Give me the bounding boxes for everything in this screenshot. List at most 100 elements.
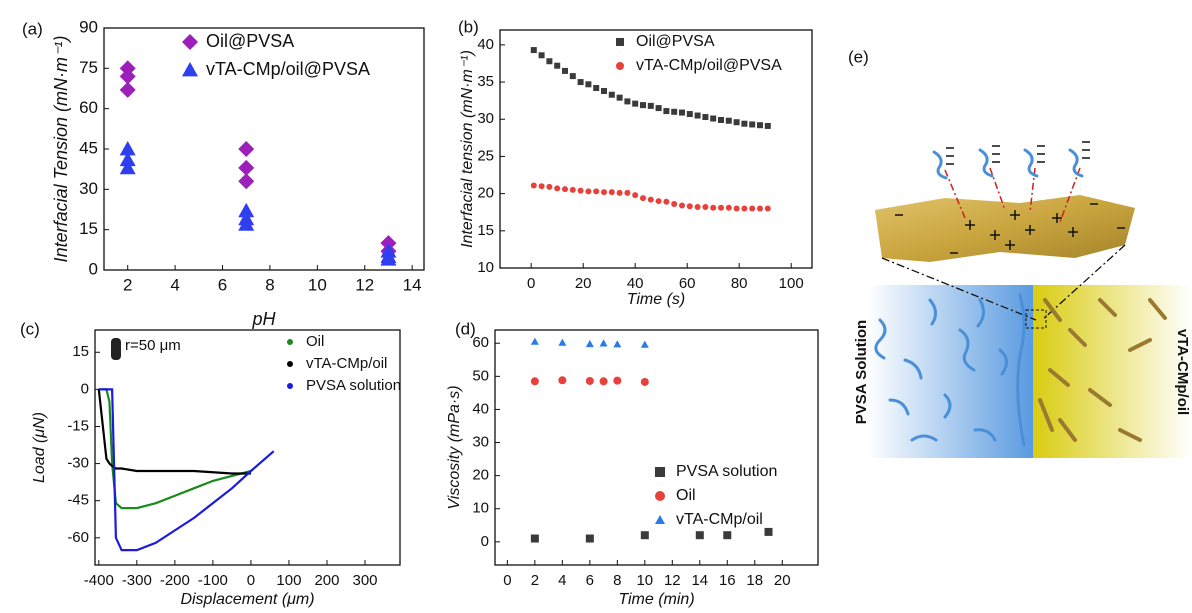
plot-frame — [494, 329, 819, 566]
y-tick-label: 25 — [477, 147, 494, 164]
panel-label: (c) — [20, 319, 40, 338]
x-tick-label: 18 — [746, 572, 763, 589]
x-tick-label: -100 — [198, 572, 228, 589]
legend-label: vTA-CMp/oil@PVSA — [206, 59, 370, 79]
marker — [671, 108, 678, 115]
series-line — [98, 388, 275, 552]
marker — [119, 141, 136, 156]
x-tick-label: 100 — [276, 572, 301, 589]
marker — [749, 205, 756, 212]
marker — [640, 102, 646, 109]
particles — [1038, 298, 1167, 442]
diagram-e: (e) — [848, 47, 1192, 458]
x-tick-label: 0 — [503, 572, 511, 589]
marker — [613, 340, 622, 348]
marker — [718, 116, 724, 123]
marker — [694, 112, 701, 119]
x-tick-label: 20 — [575, 275, 592, 292]
x-tick-label: 6 — [218, 275, 227, 294]
panel-label: (b) — [458, 17, 479, 36]
y-tick-label: 50 — [472, 367, 489, 384]
marker — [577, 187, 584, 194]
marker — [538, 52, 545, 59]
marker — [702, 204, 709, 211]
y-tick-label: -15 — [67, 417, 89, 434]
x-tick-label: 60 — [679, 275, 696, 292]
x-tick-label: 100 — [779, 275, 804, 292]
marker — [585, 534, 594, 543]
marker — [182, 34, 198, 50]
marker — [119, 68, 136, 85]
marker — [647, 196, 654, 203]
marker — [569, 186, 576, 193]
marker — [710, 204, 717, 211]
plot-frame — [499, 29, 813, 269]
x-tick-label: 40 — [627, 275, 644, 292]
x-tick-label: 10 — [636, 572, 653, 589]
marker — [119, 159, 136, 175]
x-tick-label: 4 — [558, 572, 566, 589]
y-tick-label: 40 — [472, 400, 489, 417]
y-tick-label: 15 — [477, 222, 494, 239]
marker — [546, 58, 553, 65]
y-tick-label: 35 — [477, 73, 494, 90]
legend-swatch — [287, 339, 293, 345]
marker — [663, 198, 670, 205]
x-tick-label: 8 — [265, 275, 274, 294]
y-tick-label: 30 — [472, 434, 489, 451]
marker — [624, 98, 631, 105]
marker — [585, 339, 594, 348]
probe-icon — [111, 338, 121, 360]
marker — [640, 340, 649, 348]
marker — [119, 151, 136, 167]
marker — [764, 205, 771, 212]
marker — [558, 338, 567, 346]
marker — [616, 94, 623, 101]
y-tick-label: -30 — [67, 455, 89, 472]
marker — [725, 204, 732, 211]
panel-label: (d) — [455, 319, 476, 338]
marker — [686, 203, 693, 210]
x-tick-label: -300 — [122, 572, 152, 589]
marker — [655, 467, 665, 477]
y-tick-label: 60 — [472, 334, 489, 351]
marker — [119, 81, 136, 98]
panel: (d) 0 2 4 6 8 10 12 14 16 18 20 0 10 20 30 40 50 60 Time (m… — [446, 319, 819, 608]
marker — [554, 185, 561, 192]
y-tick-label: 30 — [477, 110, 494, 127]
x-tick-label: 8 — [613, 572, 621, 589]
marker — [577, 79, 584, 86]
marker — [238, 202, 255, 218]
marker — [569, 73, 576, 80]
y-tick-label: 10 — [472, 500, 489, 517]
marker — [655, 198, 662, 205]
marker — [647, 102, 654, 109]
marker — [238, 159, 255, 176]
y-tick-label: 20 — [472, 467, 489, 484]
y-tick-label: 75 — [79, 58, 98, 77]
legend-label: Oil — [306, 333, 324, 350]
x-tick-label: 300 — [352, 572, 377, 589]
marker — [530, 182, 537, 189]
y-tick-label: 20 — [477, 185, 494, 202]
marker — [593, 85, 600, 92]
marker — [749, 121, 756, 128]
marker — [702, 114, 709, 121]
marker — [608, 91, 615, 98]
legend-label: vTA-CMp/oil — [306, 355, 387, 372]
marker — [733, 205, 740, 212]
marker — [599, 339, 608, 347]
x-axis-label: Displacement (μm) — [180, 591, 314, 608]
marker — [655, 515, 665, 524]
marker — [655, 105, 662, 112]
marker — [640, 377, 649, 386]
x-tick-label: 12 — [355, 275, 374, 294]
y-tick-label: 60 — [79, 98, 98, 117]
y-tick-label: 15 — [72, 343, 89, 360]
annotation: r=50 μm — [125, 337, 181, 354]
y-tick-label: 0 — [89, 259, 98, 278]
pvsa-region — [868, 285, 1033, 458]
x-tick-label: 2 — [531, 572, 539, 589]
marker — [663, 108, 670, 115]
y-axis-label: Interfacial Tension (mN·m⁻¹) — [51, 36, 71, 263]
